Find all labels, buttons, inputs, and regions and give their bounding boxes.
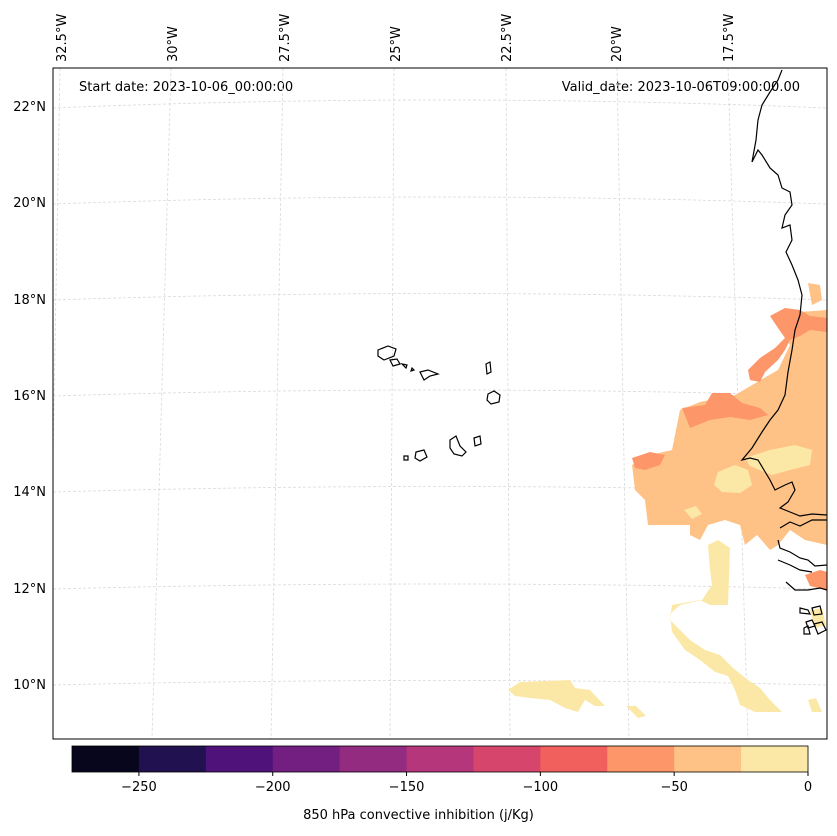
lon-label-30w: 30°W	[166, 26, 181, 62]
colorbar-swatch	[741, 746, 809, 772]
cape-verde-santiago	[449, 435, 467, 457]
cin-field	[508, 283, 827, 718]
start-date-label: Start date: 2023-10-06_00:00:00	[79, 80, 293, 95]
colorbar-label: 850 hPa convective inhibition (j/Kg)	[303, 808, 534, 823]
cape-verde-boa-vista	[486, 390, 501, 405]
lat-label-18n: 18°N	[13, 293, 46, 308]
map-area	[53, 68, 827, 739]
cin-region-pale-yellow-south	[508, 680, 605, 712]
cape-verde-fogo	[414, 449, 428, 462]
lat-label-12n: 12°N	[13, 582, 46, 597]
lon-label-27-5w: 27.5°W	[278, 14, 293, 62]
african-coastline	[740, 69, 827, 517]
cin-region-pale-yellow-coast	[745, 445, 812, 475]
colorbar-tick-label: −50	[660, 780, 687, 795]
colorbar-swatch	[272, 746, 341, 772]
cin-region-pale-yellow-inland	[714, 465, 752, 493]
cape-verde-santa-luzia	[400, 363, 408, 370]
cape-verde-sal	[485, 361, 492, 375]
cin-region-salmon-top	[808, 283, 822, 305]
lat-label-20n: 20°N	[13, 196, 46, 211]
colorbar-swatch	[607, 746, 675, 772]
colorbar-tick-label: 0	[804, 780, 812, 795]
lat-label-22n: 22°N	[13, 100, 46, 115]
cape-verde-sao-vicente	[389, 358, 401, 367]
colorbar-swatch	[72, 746, 140, 772]
coastlines	[377, 69, 827, 635]
colorbar-swatch	[205, 746, 274, 772]
cape-verde-sao-nicolau	[419, 369, 440, 381]
cin-region-pale-yellow-spot2	[808, 698, 822, 712]
colorbar-tick-label: −150	[389, 780, 425, 795]
cin-region-salmon-east	[805, 570, 827, 590]
cin-region-salmon-mid	[682, 393, 768, 428]
lon-label-25w: 25°W	[389, 26, 404, 62]
colorbar-swatch	[540, 746, 608, 772]
colorbar-swatch	[473, 746, 541, 772]
colorbar-swatch	[674, 746, 742, 772]
lat-label-14n: 14°N	[13, 485, 46, 500]
cin-region-pale-yellow-tongue	[670, 540, 782, 712]
cape-verde-brava	[403, 455, 409, 461]
lon-label-20w: 20°W	[610, 26, 625, 62]
cin-region-light-orange	[632, 310, 827, 550]
colorbar-swatch	[339, 746, 408, 772]
longitude-labels: 32.5°W 30°W 27.5°W 25°W 22.5°W 20°W 17.5…	[55, 14, 737, 62]
colorbar: −250 −200 −150 −100 −50 0	[71, 745, 812, 795]
cin-region-pale-yellow-spot1	[626, 706, 646, 718]
valid-date-label: Valid_date: 2023-10-06T09:00:00.00	[562, 80, 800, 95]
lon-label-17-5w: 17.5°W	[722, 14, 737, 62]
colorbar-tick-label: −200	[255, 780, 291, 795]
cape-verde-maio	[473, 435, 482, 447]
cin-region-pale-yellow-patch	[684, 506, 702, 519]
lat-label-16n: 16°N	[13, 389, 46, 404]
lon-label-32-5w: 32.5°W	[55, 14, 70, 62]
lon-label-22-5w: 22.5°W	[500, 14, 515, 62]
cape-verde-santo-antao	[377, 345, 397, 361]
cin-region-salmon-north	[748, 308, 827, 382]
cin-region-salmon-west	[632, 452, 665, 470]
colorbar-tick-label: −100	[523, 780, 559, 795]
lat-label-10n: 10°N	[13, 678, 46, 693]
colorbar-swatch	[138, 746, 207, 772]
cape-verde-coast-extra	[410, 366, 416, 372]
senegal-gambia-coast	[777, 519, 827, 591]
map-frame	[52, 67, 828, 740]
latitude-labels: 22°N 20°N 18°N 16°N 14°N 12°N 10°N	[13, 100, 46, 693]
colorbar-tick-label: −250	[121, 780, 157, 795]
guinea-bissau-islands	[799, 605, 827, 635]
colorbar-frame	[71, 745, 809, 773]
colorbar-swatch	[406, 746, 474, 772]
